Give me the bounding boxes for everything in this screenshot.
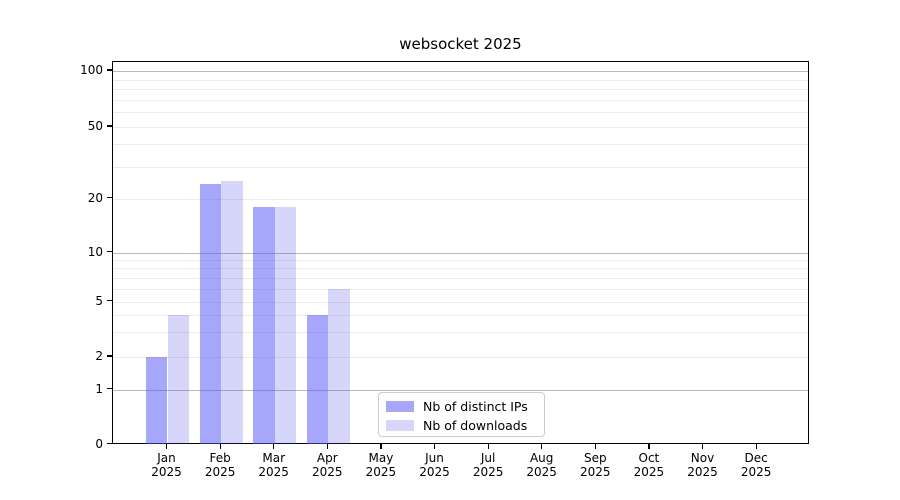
x-tick-label-sep: Sep 2025 bbox=[580, 451, 611, 479]
y-tick-label: 10 bbox=[87, 244, 103, 259]
bar-downloads-mar bbox=[274, 206, 297, 444]
y-tick-label: 0 bbox=[95, 436, 103, 451]
chart-title: websocket 2025 bbox=[399, 35, 522, 53]
x-tick-label-jul: Jul 2025 bbox=[472, 451, 504, 479]
x-tick-label-feb: Feb 2025 bbox=[204, 451, 236, 479]
x-tick-label-nov: Nov 2025 bbox=[687, 451, 718, 479]
bar-ips-feb bbox=[199, 184, 222, 444]
y-tick-mark bbox=[107, 442, 112, 445]
legend: Nb of distinct IPs Nb of downloads bbox=[378, 392, 545, 437]
minor-gridline bbox=[113, 277, 808, 279]
minor-gridline bbox=[113, 315, 808, 316]
y-tick-label: 50 bbox=[87, 119, 103, 133]
y-tick-mark bbox=[107, 69, 112, 71]
minor-gridline bbox=[113, 288, 808, 290]
x-tick-label-apr: Apr 2025 bbox=[312, 451, 343, 479]
bar-downloads-apr bbox=[328, 288, 350, 444]
minor-gridline bbox=[113, 332, 808, 334]
minor-gridline bbox=[113, 89, 808, 90]
minor-gridline bbox=[113, 301, 808, 303]
legend-entry: Nb of downloads bbox=[386, 416, 544, 435]
x-tick-mark bbox=[433, 444, 436, 449]
bar-ips-mar bbox=[253, 206, 275, 444]
y-tick-mark bbox=[107, 299, 112, 302]
x-tick-label-mar: Mar 2025 bbox=[258, 451, 289, 479]
x-tick-mark bbox=[648, 444, 650, 449]
bar-ips-apr bbox=[306, 315, 329, 444]
x-tick-mark bbox=[755, 444, 757, 449]
minor-gridline bbox=[113, 99, 808, 101]
x-tick-mark bbox=[273, 444, 275, 449]
x-tick-mark bbox=[541, 444, 543, 449]
y-tick-mark bbox=[107, 387, 112, 390]
minor-gridline bbox=[113, 127, 808, 128]
x-tick-mark bbox=[219, 444, 221, 449]
y-tick-label: 20 bbox=[87, 190, 103, 205]
minor-gridline bbox=[113, 357, 808, 358]
y-tick-label: 5 bbox=[95, 293, 103, 308]
legend-label: Nb of distinct IPs bbox=[423, 399, 528, 414]
minor-gridline bbox=[113, 259, 808, 261]
minor-gridline bbox=[113, 198, 808, 200]
y-tick-mark bbox=[107, 196, 112, 199]
legend-label: Nb of downloads bbox=[423, 418, 528, 433]
x-tick-label-oct: Oct 2025 bbox=[633, 451, 665, 479]
x-tick-label-dec: Dec 2025 bbox=[740, 451, 772, 479]
x-tick-mark bbox=[380, 444, 382, 449]
x-tick-mark bbox=[701, 444, 704, 449]
y-tick-mark bbox=[107, 355, 112, 357]
x-tick-label-jan: Jan 2025 bbox=[151, 451, 182, 479]
minor-gridline bbox=[113, 144, 808, 146]
minor-gridline bbox=[113, 166, 808, 168]
major-gridline bbox=[113, 389, 808, 391]
minor-gridline bbox=[113, 112, 808, 114]
x-tick-mark bbox=[326, 444, 328, 449]
minor-gridline bbox=[113, 79, 808, 81]
x-tick-mark bbox=[165, 444, 168, 449]
legend-swatch-downloads bbox=[386, 420, 414, 431]
legend-entry: Nb of distinct IPs bbox=[386, 397, 544, 416]
bar-ips-jan bbox=[145, 357, 168, 444]
minor-gridline bbox=[113, 268, 808, 270]
x-tick-label-may: May 2025 bbox=[365, 451, 397, 479]
y-tick-label: 2 bbox=[95, 349, 103, 363]
y-tick-label: 1 bbox=[95, 381, 103, 396]
major-gridline bbox=[113, 71, 808, 72]
y-tick-label: 100 bbox=[80, 63, 103, 77]
y-tick-mark bbox=[107, 250, 112, 253]
x-tick-label-jun: Jun 2025 bbox=[419, 451, 450, 479]
y-tick-mark bbox=[107, 125, 112, 127]
x-tick-label-aug: Aug 2025 bbox=[526, 451, 557, 479]
legend-swatch-distinct-ips bbox=[386, 401, 414, 412]
plot-area bbox=[112, 61, 809, 444]
bar-downloads-jan bbox=[167, 315, 190, 444]
x-tick-mark bbox=[487, 444, 489, 449]
x-tick-mark bbox=[594, 444, 596, 449]
bar-downloads-feb bbox=[221, 181, 243, 444]
major-gridline bbox=[113, 252, 808, 254]
